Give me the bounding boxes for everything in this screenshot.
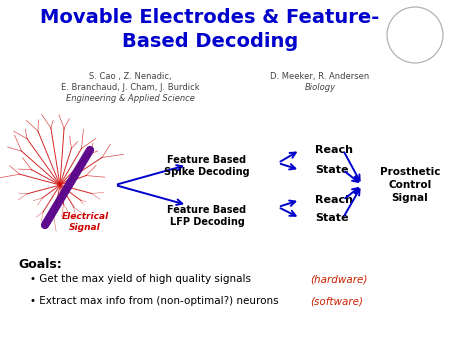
Text: Prosthetic
Control
Signal: Prosthetic Control Signal (380, 167, 440, 203)
Text: Goals:: Goals: (18, 258, 62, 271)
Text: Feature Based
LFP Decoding: Feature Based LFP Decoding (167, 205, 247, 227)
Text: Engineering & Applied Science: Engineering & Applied Science (66, 94, 194, 103)
Text: Reach: Reach (315, 195, 353, 205)
Text: Biology: Biology (305, 83, 336, 92)
Text: D. Meeker, R. Andersen: D. Meeker, R. Andersen (270, 72, 369, 81)
Text: State: State (315, 213, 348, 223)
Text: (hardware): (hardware) (310, 274, 367, 284)
Text: Reach: Reach (315, 145, 353, 155)
Text: Feature Based
Spike Decoding: Feature Based Spike Decoding (164, 155, 250, 177)
Text: • Extract max info from (non-optimal?) neurons: • Extract max info from (non-optimal?) n… (30, 296, 279, 306)
Text: Electrical
Signal: Electrical Signal (61, 212, 108, 232)
Text: • Get the max yield of high quality signals: • Get the max yield of high quality sign… (30, 274, 251, 284)
Text: S. Cao , Z. Nenadic,: S. Cao , Z. Nenadic, (89, 72, 171, 81)
Text: Based Decoding: Based Decoding (122, 32, 298, 51)
Text: Movable Electrodes & Feature-: Movable Electrodes & Feature- (40, 8, 380, 27)
Text: State: State (315, 165, 348, 175)
Text: (software): (software) (310, 296, 363, 306)
Text: E. Branchaud, J. Cham, J. Burdick: E. Branchaud, J. Cham, J. Burdick (61, 83, 199, 92)
